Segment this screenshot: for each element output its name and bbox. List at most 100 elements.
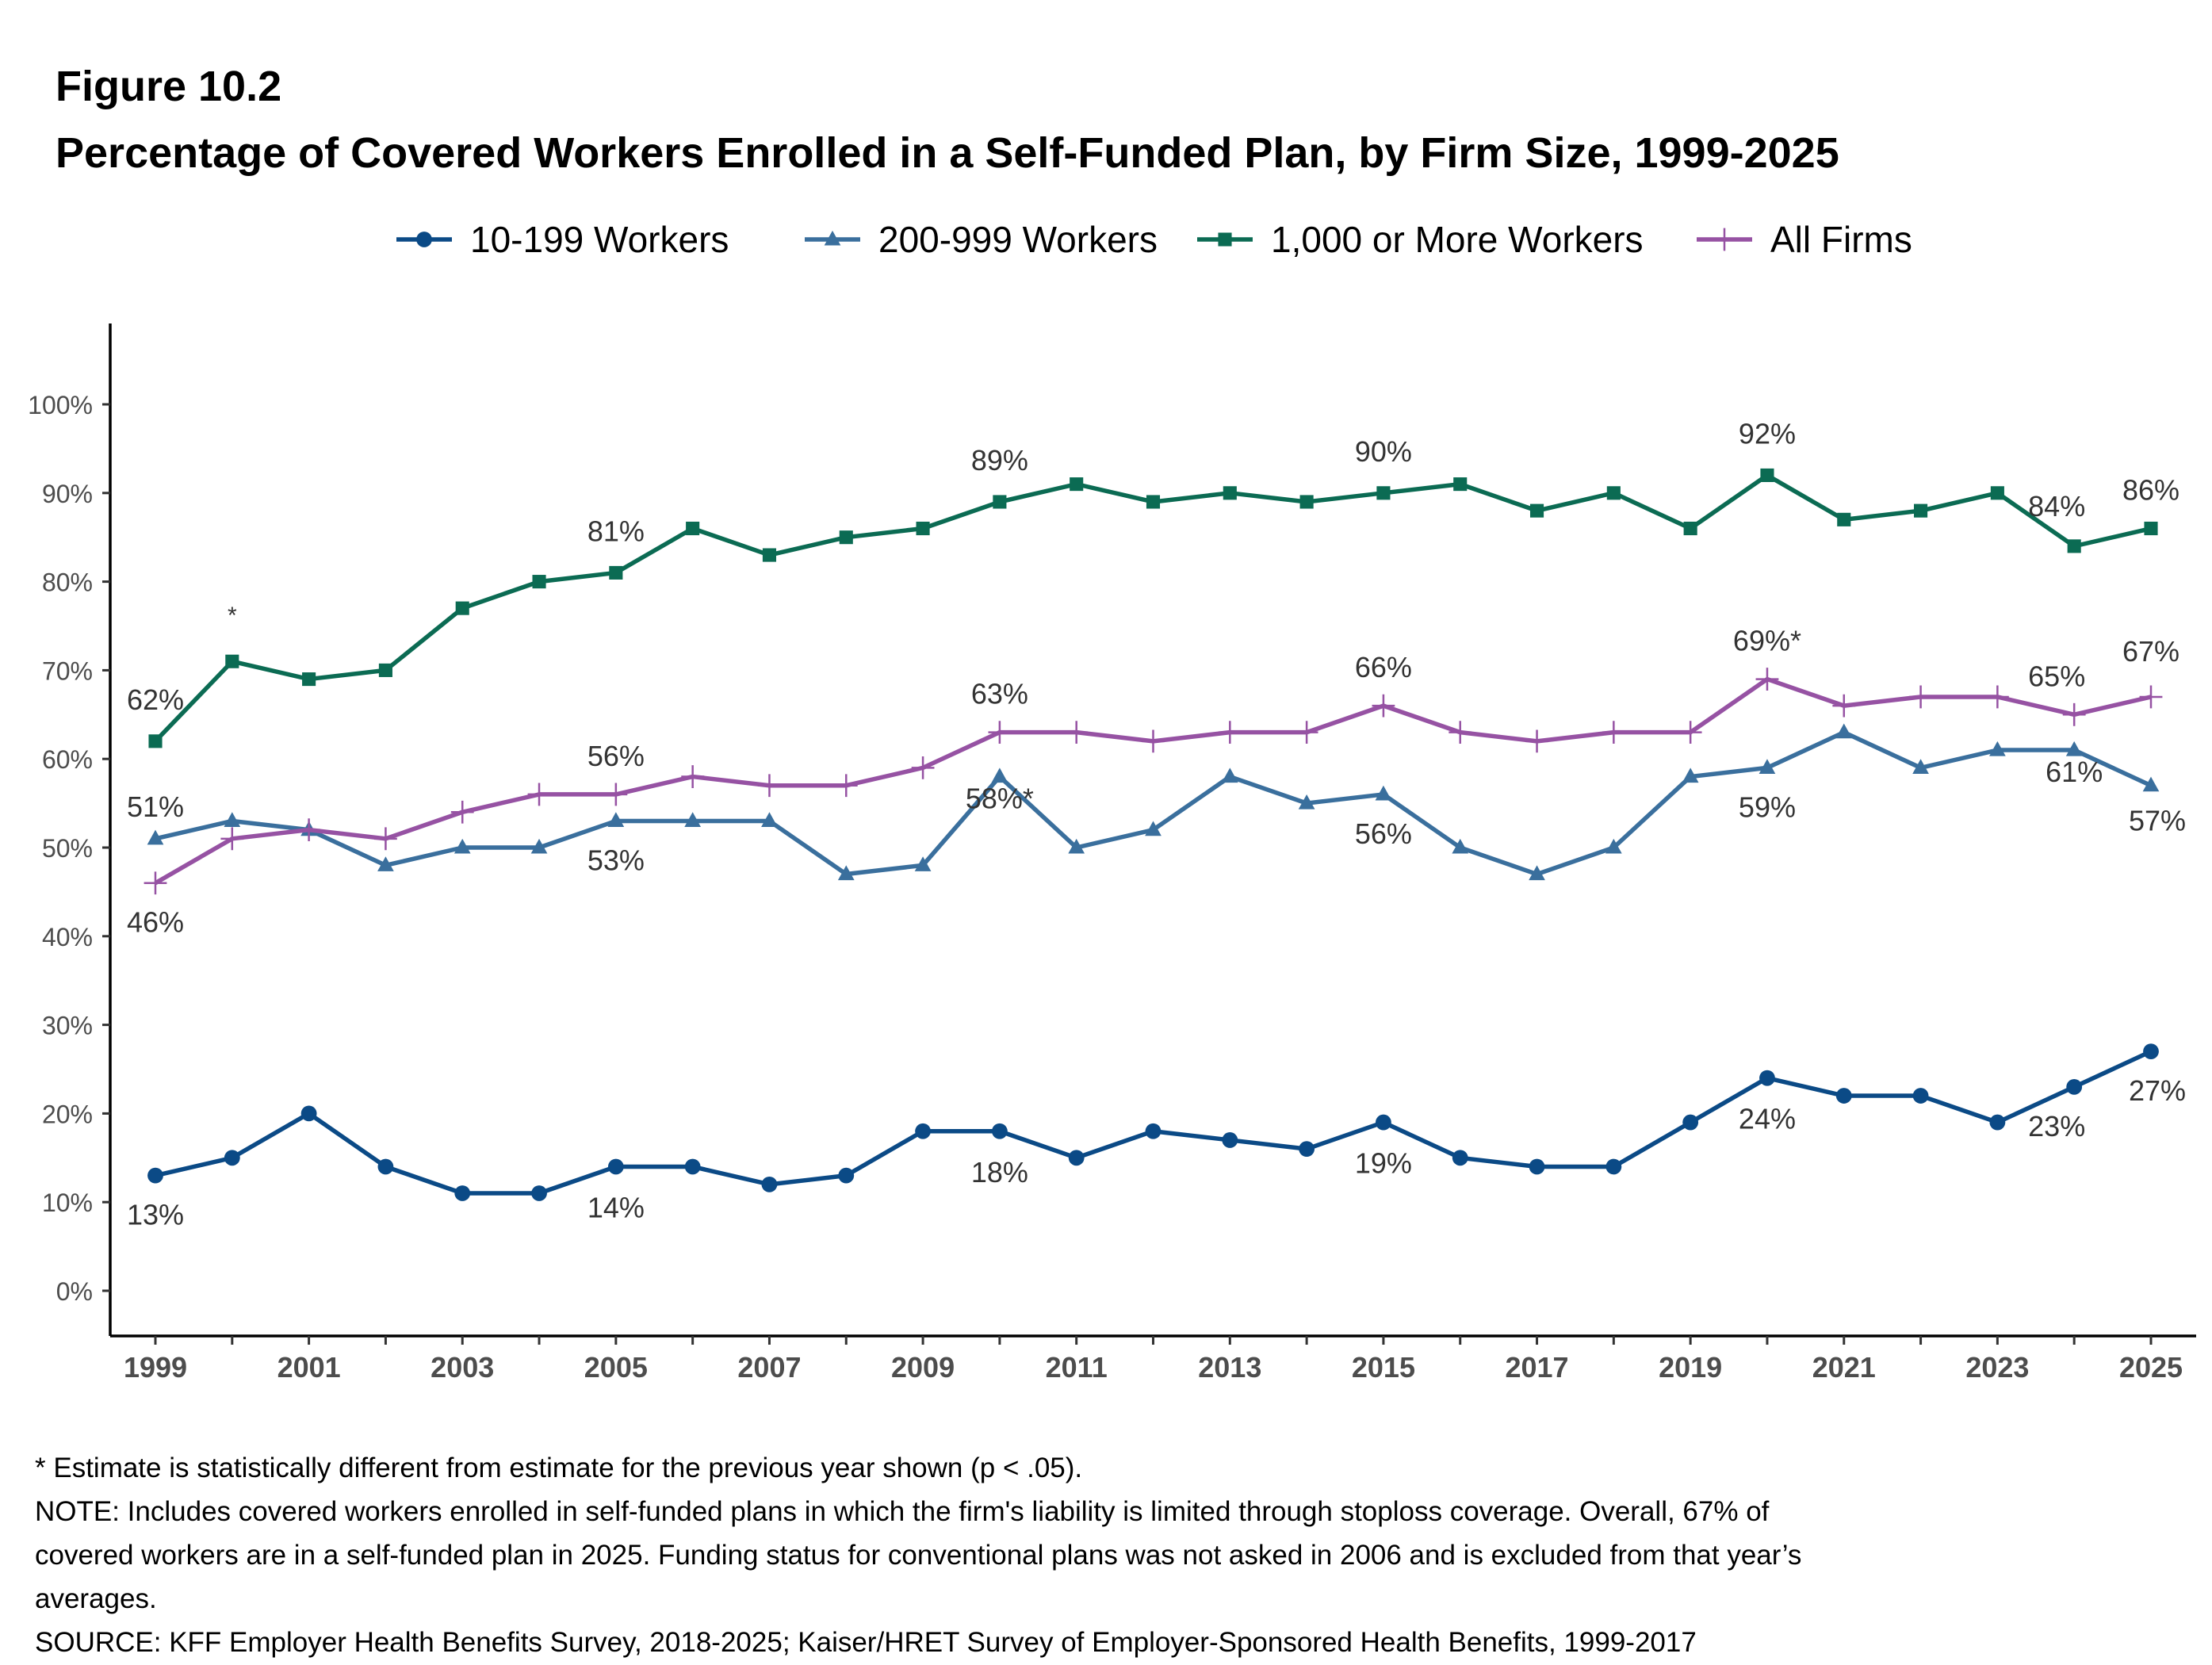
data-point-1-000-or-more-workers: [609, 565, 623, 580]
data-point-1-000-or-more-workers: [1683, 521, 1697, 536]
data-point-all-firms: [450, 800, 474, 824]
data-point-1-000-or-more-workers: [1376, 486, 1391, 500]
data-point-1-000-or-more-workers: [1070, 477, 1084, 492]
legend-marker: [416, 232, 432, 247]
data-point-10-199-workers: [761, 1176, 778, 1192]
x-tick-label: 2023: [1965, 1351, 2029, 1384]
data-point-200-999-workers: [1682, 767, 1699, 783]
data-point-10-199-workers: [531, 1185, 547, 1201]
data-point-all-firms: [374, 827, 397, 851]
data-label: 61%: [2046, 756, 2103, 788]
x-tick-label: 2009: [891, 1351, 955, 1384]
data-point-1-000-or-more-workers: [225, 654, 239, 668]
data-point-10-199-workers: [2143, 1043, 2159, 1060]
data-label: 58%*: [966, 783, 1034, 815]
data-point-10-199-workers: [1682, 1114, 1699, 1131]
data-point-all-firms: [297, 818, 321, 842]
data-point-10-199-workers: [377, 1158, 394, 1175]
data-label: 90%: [1355, 435, 1412, 468]
data-point-1-000-or-more-workers: [1529, 503, 1544, 518]
data-label: 24%: [1739, 1103, 1796, 1135]
legend-label: 10-199 Workers: [470, 219, 729, 260]
data-label: 56%: [587, 740, 645, 772]
data-point-200-999-workers: [1912, 759, 1929, 774]
data-point-1-000-or-more-workers: [762, 548, 777, 562]
data-point-1-000-or-more-workers: [1146, 495, 1161, 509]
data-point-200-999-workers: [147, 829, 164, 845]
data-point-200-999-workers: [1298, 794, 1315, 810]
data-point-200-999-workers: [1605, 838, 1622, 854]
data-point-10-199-workers: [991, 1123, 1008, 1139]
legend-label: 200-999 Workers: [878, 219, 1158, 260]
data-point-10-199-workers: [1835, 1088, 1852, 1104]
series-line-10-199-workers: [155, 1049, 2153, 1196]
data-point-10-199-workers: [1068, 1150, 1085, 1166]
x-tick-label: 2013: [1198, 1351, 1261, 1384]
data-point-200-999-workers: [2142, 776, 2160, 792]
y-tick-label: 60%: [42, 745, 93, 774]
data-label: 67%: [2122, 635, 2179, 668]
x-tick-label: 2007: [737, 1351, 801, 1384]
note-line-3: averages.: [35, 1583, 157, 1614]
data-label: 66%: [1355, 651, 1412, 683]
line-chart: 0% 10% 20% 30% 40% 50% 60% 70% 80% 90% 100% 1999 200…: [28, 323, 2196, 1384]
x-tick-label: 2005: [584, 1351, 648, 1384]
data-point-10-199-workers: [1145, 1123, 1161, 1139]
x-tick-label: 2025: [2119, 1351, 2183, 1384]
data-point-1-000-or-more-workers: [1299, 495, 1314, 509]
data-point-all-firms: [1218, 721, 1242, 744]
data-label: 51%: [127, 790, 184, 823]
data-point-10-199-workers: [1759, 1070, 1775, 1086]
data-point-all-firms: [1372, 694, 1395, 718]
data-point-all-firms: [1832, 694, 1856, 718]
data-point-1-000-or-more-workers: [1453, 477, 1468, 492]
data-point-200-999-workers: [837, 865, 855, 881]
data-point-10-199-workers: [1605, 1158, 1622, 1175]
chart-legend: 10-199 Workers 200-999 Workers 1,000 or Mo…: [396, 219, 1912, 260]
data-point-all-firms: [1678, 721, 1702, 744]
data-point-all-firms: [1449, 721, 1472, 744]
data-point-1-000-or-more-workers: [378, 663, 392, 677]
legend-item-1-000-or-more-workers: 1,000 or More Workers: [1197, 219, 1644, 260]
data-label: 69%*: [1733, 625, 1801, 657]
y-tick-label: 20%: [42, 1100, 93, 1128]
series-all-firms: [144, 668, 2163, 895]
x-tick-label: 2011: [1046, 1351, 1108, 1384]
data-point-all-firms: [2139, 685, 2163, 709]
y-tick-label: 80%: [42, 568, 93, 597]
data-point-all-firms: [911, 756, 935, 779]
data-label: 63%: [971, 678, 1028, 710]
data-point-200-999-workers: [914, 856, 932, 871]
data-point-all-firms: [1909, 685, 1932, 709]
data-point-1-000-or-more-workers: [302, 672, 316, 687]
data-point-1-000-or-more-workers: [532, 575, 546, 589]
data-point-1-000-or-more-workers: [1223, 486, 1237, 500]
x-tick-label: 1999: [124, 1351, 187, 1384]
data-point-10-199-workers: [915, 1123, 931, 1139]
chart-title: Percentage of Covered Workers Enrolled i…: [55, 129, 1839, 177]
data-point-1-000-or-more-workers: [993, 495, 1007, 509]
data-label: 59%: [1739, 790, 1796, 823]
data-point-all-firms: [1142, 729, 1165, 753]
data-point-10-199-workers: [2066, 1078, 2083, 1095]
data-point-10-199-workers: [147, 1167, 163, 1184]
data-point-200-999-workers: [1835, 723, 1853, 739]
series-10-199-workers: [147, 1043, 2159, 1201]
data-point-200-999-workers: [453, 838, 471, 854]
x-tick-label: 2019: [1659, 1351, 1722, 1384]
y-tick-label: 50%: [42, 834, 93, 863]
data-point-1-000-or-more-workers: [839, 530, 853, 545]
data-point-all-firms: [1985, 685, 2009, 709]
data-point-10-199-workers: [454, 1185, 471, 1201]
y-tick-label: 100%: [28, 391, 93, 419]
data-point-10-199-workers: [1452, 1150, 1468, 1166]
legend-marker: [824, 230, 841, 246]
legend-label: 1,000 or More Workers: [1271, 219, 1644, 260]
data-point-1-000-or-more-workers: [916, 521, 930, 536]
note-line-2: covered workers are in a self-funded pla…: [35, 1540, 1802, 1571]
data-point-10-199-workers: [684, 1158, 701, 1175]
series-1-000-or-more-workers: [148, 468, 2158, 748]
data-point-1-000-or-more-workers: [1606, 486, 1621, 500]
data-point-all-firms: [758, 774, 781, 798]
y-tick-label: 30%: [42, 1012, 93, 1040]
